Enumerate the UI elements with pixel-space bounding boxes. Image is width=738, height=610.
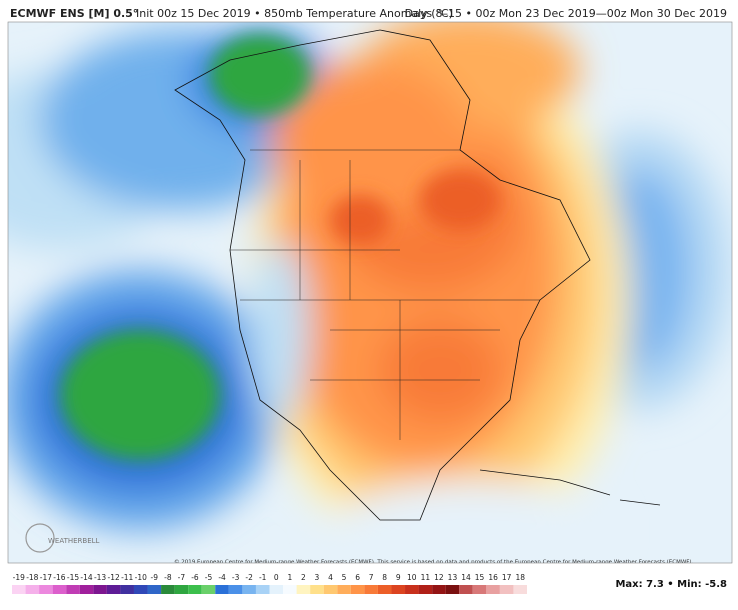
colorbar: -19 -18 -17 -16 -15 -14 -13 -12 -11 -10 -9 -8 -7 -6 -5…: [12, 573, 527, 594]
colorbar-swatch: [513, 585, 527, 594]
colorbar-label: -6: [191, 573, 199, 582]
colorbar-label: 3: [315, 573, 320, 582]
colorbar-label: 4: [328, 573, 333, 582]
colorbar-swatch: [499, 585, 514, 594]
colorbar-swatch: [377, 585, 392, 594]
map-description: Init 00z 15 Dec 2019 • 850mb Temperature…: [136, 7, 453, 20]
colorbar-label: -3: [232, 573, 240, 582]
colorbar-label: 6: [355, 573, 360, 582]
colorbar-swatch: [310, 585, 324, 594]
colorbar-swatch: [391, 585, 406, 594]
colorbar-label: 2: [301, 573, 306, 582]
colorbar-swatch: [472, 585, 487, 594]
colorbar-label: -4: [218, 573, 226, 582]
colorbar-swatch: [215, 585, 229, 594]
colorbar-swatch: [120, 585, 134, 594]
colorbar-swatch: [133, 585, 148, 594]
colorbar-label: -8: [164, 573, 172, 582]
colorbar-label: -2: [245, 573, 253, 582]
colorbar-label: 14: [461, 573, 471, 582]
colorbar-swatch: [106, 585, 121, 594]
colorbar-label: -15: [67, 573, 79, 582]
colorbar-swatch: [296, 585, 311, 594]
valid-period: Days 8–15 • 00z Mon 23 Dec 2019—00z Mon …: [405, 7, 727, 20]
colorbar-swatch: [255, 585, 270, 594]
colorbar-swatch: [188, 585, 202, 594]
colorbar-swatch: [201, 585, 216, 594]
colorbar-swatch: [445, 585, 460, 594]
colorbar-swatch: [93, 585, 107, 594]
colorbar-label: 18: [515, 573, 525, 582]
colorbar-label: 8: [382, 573, 387, 582]
colorbar-label: 16: [488, 573, 498, 582]
colorbar-swatch: [39, 585, 53, 594]
colorbar-label: 5: [342, 573, 347, 582]
colorbar-label: -12: [108, 573, 120, 582]
model-name: ECMWF ENS [M] 0.5°: [10, 7, 138, 20]
colorbar-label: 9: [396, 573, 401, 582]
colorbar-label: 7: [369, 573, 374, 582]
colorbar-label: -9: [151, 573, 159, 582]
colorbar-swatch: [323, 585, 338, 594]
anomaly-map: © 2019 European Centre for Medium-range …: [8, 22, 732, 566]
colorbar-swatch: [79, 585, 94, 594]
colorbar-swatch: [242, 585, 256, 594]
colorbar-swatch: [283, 585, 297, 594]
colorbar-label: -1: [259, 573, 267, 582]
colorbar-label: -19: [13, 573, 25, 582]
colorbar-swatch: [147, 585, 162, 594]
colorbar-swatch: [432, 585, 446, 594]
colorbar-label: 10: [407, 573, 417, 582]
colorbar-swatch: [350, 585, 365, 594]
colorbar-label: -5: [205, 573, 213, 582]
colorbar-swatch: [228, 585, 243, 594]
colorbar-label: -13: [94, 573, 106, 582]
colorbar-label: 0: [274, 573, 279, 582]
colorbar-label: 15: [475, 573, 485, 582]
colorbar-swatch: [174, 585, 189, 594]
colorbar-swatch: [459, 585, 473, 594]
colorbar-swatch: [486, 585, 500, 594]
colorbar-label: -10: [135, 573, 147, 582]
colorbar-label: -11: [121, 573, 133, 582]
colorbar-label: 17: [502, 573, 512, 582]
colorbar-label: -7: [178, 573, 186, 582]
colorbar-label: 13: [448, 573, 458, 582]
colorbar-swatch: [66, 585, 80, 594]
data-credit: © 2019 European Centre for Medium-range …: [174, 559, 694, 566]
colorbar-label: 1: [287, 573, 292, 582]
colorbar-swatch: [269, 585, 284, 594]
colorbar-swatch: [25, 585, 40, 594]
colorbar-label: -14: [80, 573, 92, 582]
colorbar-swatch: [418, 585, 433, 594]
colorbar-swatch: [12, 585, 26, 594]
colorbar-swatch: [364, 585, 378, 594]
colorbar-label: -16: [53, 573, 65, 582]
colorbar-swatch: [161, 585, 175, 594]
max-min-stats: Max: 7.3 • Min: -5.8: [615, 579, 727, 590]
colorbar-swatch: [52, 585, 67, 594]
colorbar-label: -17: [40, 573, 52, 582]
colorbar-label: 12: [434, 573, 444, 582]
colorbar-label: 11: [421, 573, 431, 582]
colorbar-swatch: [405, 585, 419, 594]
colorbar-swatch: [337, 585, 351, 594]
colorbar-label: -18: [26, 573, 38, 582]
logo-text: WEATHERBELL: [48, 537, 100, 545]
